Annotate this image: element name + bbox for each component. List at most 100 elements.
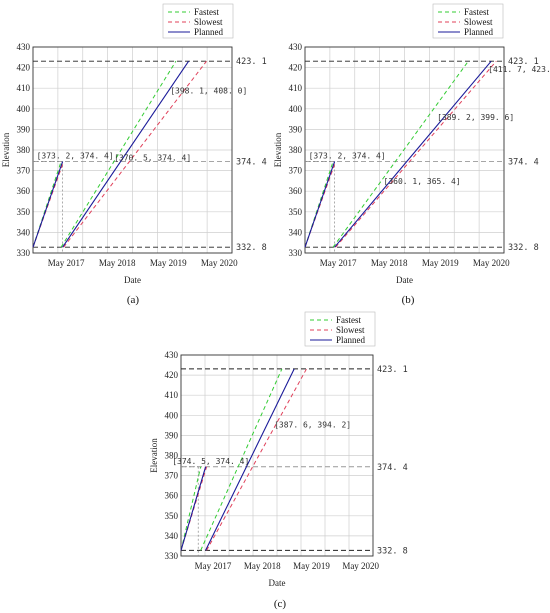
y-axis-label: Elevation [273,132,283,167]
legend-label: Fastest [336,315,362,325]
legend-label: Fastest [194,7,220,17]
legend-frame [432,3,504,39]
series-planned [32,60,190,248]
chart-panel-3: 330 340 350 360 370 380 390 400 410 420 430 May 201… [149,311,408,610]
data-annotation: [411. 7, 423. 1] [488,65,550,74]
y-tick-label: 340 [289,227,303,237]
x-axis-label: Date [124,275,141,285]
legend-label: Planned [336,335,365,345]
series-line-planned [205,368,295,551]
legend-label: Slowest [464,17,493,27]
x-tick-label: May 2017 [48,258,85,268]
reference-line-label: 332. 8 [377,546,408,556]
series-planned [180,368,295,551]
y-tick-label: 370 [289,166,303,176]
y-tick-label: 360 [289,186,303,196]
x-tick-label: May 2019 [422,258,459,268]
y-tick-label: 420 [17,63,31,73]
x-tick-label: May 2018 [371,258,408,268]
data-annotation: [370. 5, 374. 4] [114,153,191,162]
y-axis-label: Elevation [149,438,159,473]
x-tick-label: May 2020 [201,258,238,268]
chart-panel-1: 330 340 350 360 370 380 390 400 410 420 430 May 201… [1,3,267,306]
reference-line-label: 423. 1 [508,57,539,67]
series-line-planned [180,466,207,551]
series-line-planned [32,161,64,248]
series-line-fastest [332,60,469,248]
y-tick-label: 430 [165,350,179,360]
panel-label: (b) [402,294,415,306]
data-annotation: [373. 2, 374. 4] [309,152,386,161]
series-planned [304,60,492,248]
reference-line-label: 374. 4 [236,158,267,168]
chart-panel-2: 330 340 350 360 370 380 390 400 410 420 430 May 201… [273,3,550,306]
series-line-fastest [180,466,202,551]
y-tick-label: 340 [17,227,31,237]
y-tick-label: 370 [17,166,31,176]
y-tick-label: 370 [165,471,179,481]
y-tick-label: 390 [17,124,31,134]
y-tick-label: 390 [165,430,179,440]
y-tick-label: 350 [17,207,31,217]
legend-label: Slowest [194,17,223,27]
y-tick-label: 410 [289,83,303,93]
data-annotation: [389. 2, 399. 6] [437,113,514,122]
x-tick-label: May 2019 [293,561,330,571]
y-tick-label: 380 [289,145,303,155]
legend-label: Fastest [464,7,490,17]
plot-area-frame [304,46,505,254]
series-line-fastest [200,368,283,551]
reference-line-label: 332. 8 [236,243,267,253]
data-annotation: [360. 1, 365. 4] [384,177,461,186]
legend-label: Planned [194,27,223,37]
series-line-planned [304,161,336,248]
y-tick-label: 330 [17,248,31,258]
y-tick-label: 350 [165,511,179,521]
reference-line-label: 332. 8 [508,243,539,253]
reference-line-label: 374. 4 [508,158,539,168]
reference-line-label: 374. 4 [377,463,408,473]
data-annotation: [373. 2, 374. 4] [37,152,114,161]
plot-area-frame [32,46,233,254]
y-tick-label: 400 [17,104,31,114]
y-tick-label: 360 [17,186,31,196]
y-tick-label: 330 [165,551,179,561]
panel-label: (a) [127,294,140,306]
y-tick-label: 360 [165,491,179,501]
y-tick-label: 410 [17,83,31,93]
x-tick-label: May 2018 [244,561,281,571]
x-tick-label: May 2020 [342,561,379,571]
y-axis-label: Elevation [1,132,11,167]
series-line-planned [62,60,190,248]
panel-label: (c) [274,598,287,610]
y-tick-label: 400 [165,410,179,420]
x-tick-label: May 2017 [195,561,232,571]
x-tick-label: May 2019 [150,258,187,268]
y-tick-label: 330 [289,248,303,258]
x-axis-label: Date [396,275,413,285]
reference-line-label: 423. 1 [377,365,408,375]
x-tick-label: May 2017 [320,258,357,268]
y-tick-label: 350 [289,207,303,217]
y-tick-label: 420 [289,63,303,73]
y-tick-label: 340 [165,531,179,541]
series-line-planned [334,60,492,248]
series-fastest [180,368,283,551]
series-line-slowest [335,60,497,248]
plot-area-frame [180,354,374,557]
legend-label: Planned [464,27,493,37]
series-line-fastest [60,60,177,248]
data-annotation: [374. 5, 374. 4] [172,457,249,466]
y-tick-label: 430 [17,42,31,52]
y-tick-label: 400 [289,104,303,114]
reference-line-label: 423. 1 [236,57,267,67]
y-tick-label: 420 [165,370,179,380]
data-annotation: [398. 1, 408. 0] [170,86,247,95]
x-axis-label: Date [269,578,286,588]
x-tick-label: May 2018 [99,258,136,268]
x-tick-label: May 2020 [473,258,510,268]
